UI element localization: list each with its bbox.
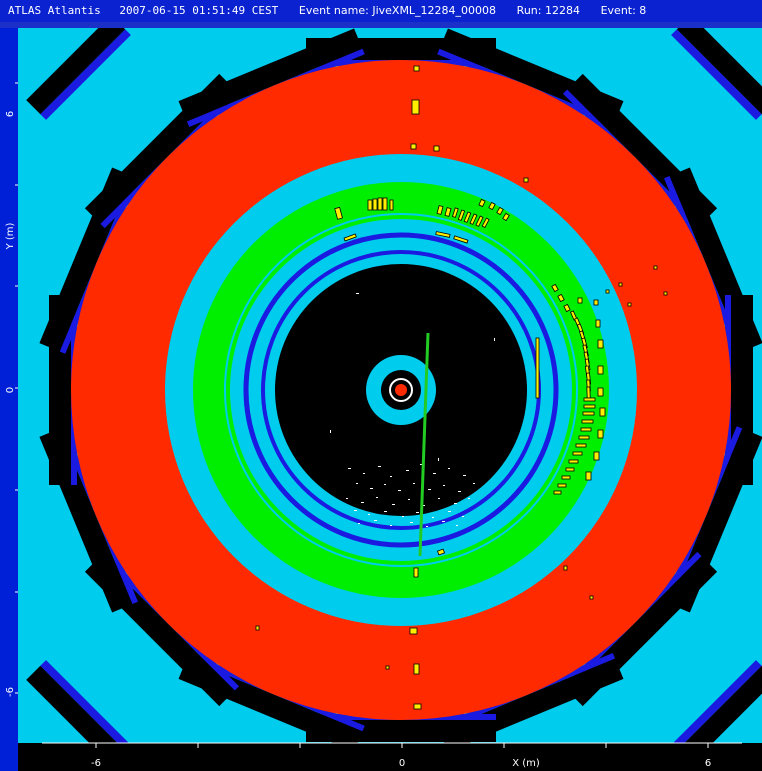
y-tick-label-top: 6: [5, 111, 16, 117]
event-display[interactable]: -6 0 X (m) 6: [18, 28, 762, 771]
x-tick-label-right: 6: [705, 758, 711, 769]
x-tick-label-left: -6: [91, 758, 101, 769]
event-timestamp: 2007-06-15 01:51:49 CEST: [119, 4, 279, 17]
x-axis-strip: [18, 743, 762, 771]
calorimeter-hits: [255, 65, 668, 710]
beam-spot: [395, 384, 407, 396]
reconstructed-track: [418, 332, 430, 557]
y-axis-strip: 6 Y (m) 0 -6: [0, 28, 18, 771]
event-name: Event name: JiveXML_12284_00008: [298, 4, 497, 17]
title-bar: ATLAS Atlantis 2007-06-15 01:51:49 CEST …: [0, 0, 762, 22]
y-tick-label-mid: 0: [5, 387, 16, 393]
x-axis-label: X (m): [512, 758, 540, 769]
x-tick-label-mid: 0: [399, 758, 405, 769]
y-tick-label-bottom: -6: [5, 687, 16, 697]
event-number: Event: 8: [600, 4, 647, 17]
tracker-hits: [330, 293, 495, 527]
app-name: ATLAS Atlantis: [8, 4, 101, 17]
y-axis-label: Y (m): [5, 222, 16, 250]
run-number: Run: 12284: [516, 4, 580, 17]
